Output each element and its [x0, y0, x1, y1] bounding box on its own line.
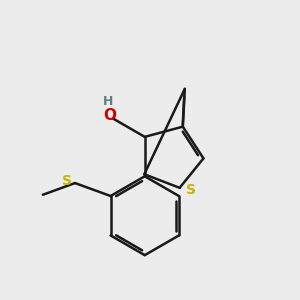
- Text: O: O: [104, 108, 117, 123]
- Text: H: H: [102, 95, 113, 108]
- Text: S: S: [187, 183, 196, 197]
- Text: S: S: [62, 175, 72, 188]
